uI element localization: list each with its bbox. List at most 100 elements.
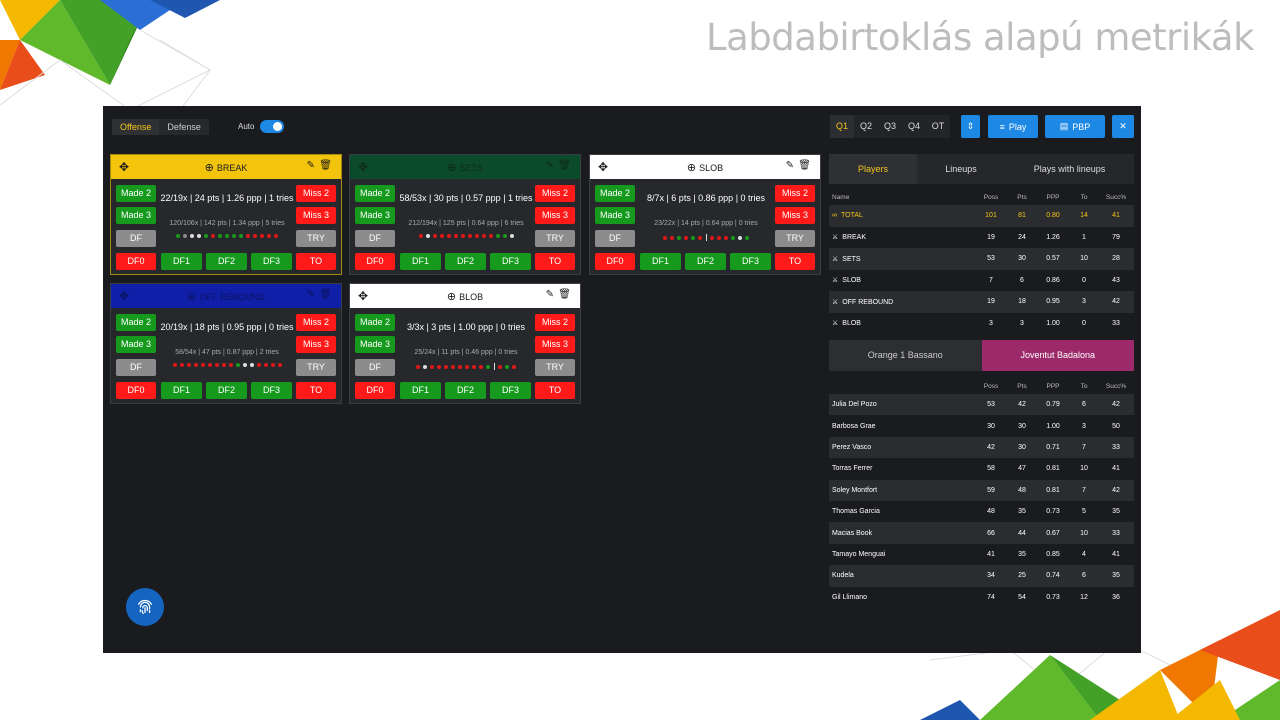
column-header[interactable]: Pts xyxy=(1017,382,1027,390)
miss-2-button[interactable]: Miss 2 xyxy=(296,185,336,202)
df1-button[interactable]: DF1 xyxy=(640,253,681,270)
delete-icon[interactable]: 🗑 xyxy=(558,160,571,171)
df3-button[interactable]: DF3 xyxy=(251,382,292,399)
column-header[interactable]: Pts xyxy=(1017,193,1027,201)
df3-button[interactable]: DF3 xyxy=(251,253,292,270)
df-button[interactable]: DF xyxy=(355,230,395,247)
edit-icon[interactable]: ✎ xyxy=(306,289,315,300)
made-2-button[interactable]: Made 2 xyxy=(116,185,156,202)
df2-button[interactable]: DF2 xyxy=(445,382,486,399)
column-header[interactable]: To xyxy=(1080,193,1088,201)
table-row[interactable]: Soley Montfort 59 48 0.81 7 42 xyxy=(829,479,1134,501)
df0-button[interactable]: DF0 xyxy=(595,253,635,270)
df2-button[interactable]: DF2 xyxy=(685,253,726,270)
table-row[interactable]: Barbosa Grae 30 30 1.00 3 50 xyxy=(829,415,1134,436)
quarter-q1[interactable]: Q1 xyxy=(830,115,854,138)
fingerprint-button[interactable] xyxy=(126,588,164,626)
df-button[interactable]: DF xyxy=(116,359,156,376)
miss-2-button[interactable]: Miss 2 xyxy=(535,314,575,331)
play-button[interactable]: ≡ Play xyxy=(988,115,1038,138)
table-row[interactable]: ⚔ SLOB 7 6 0.86 0 43 xyxy=(829,270,1134,292)
quarter-ot[interactable]: OT xyxy=(931,121,945,131)
df3-button[interactable]: DF3 xyxy=(490,382,531,399)
pbp-button[interactable]: ▤ PBP xyxy=(1045,115,1105,138)
df3-button[interactable]: DF3 xyxy=(730,253,771,270)
to-button[interactable]: TO xyxy=(535,253,575,270)
made-2-button[interactable]: Made 2 xyxy=(116,314,156,331)
table-row[interactable]: Julia Del Pozo 53 42 0.79 6 42 xyxy=(829,394,1134,416)
tab-defense[interactable]: Defense xyxy=(167,122,201,132)
df3-button[interactable]: DF3 xyxy=(490,253,531,270)
tab-plays-with-lineups[interactable]: Plays with lineups xyxy=(1033,164,1106,174)
delete-icon[interactable]: 🗑 xyxy=(558,289,571,300)
column-header[interactable]: Poss xyxy=(983,382,999,390)
try-button[interactable]: TRY xyxy=(535,359,575,376)
delete-icon[interactable]: 🗑 xyxy=(319,160,332,171)
df-button[interactable]: DF xyxy=(595,230,635,247)
table-row[interactable]: ⚔ BREAK 19 24 1.26 1 79 xyxy=(829,227,1134,249)
made-3-button[interactable]: Made 3 xyxy=(116,207,156,224)
made-3-button[interactable]: Made 3 xyxy=(595,207,635,224)
made-3-button[interactable]: Made 3 xyxy=(355,207,395,224)
df1-button[interactable]: DF1 xyxy=(400,253,441,270)
quarter-q3[interactable]: Q3 xyxy=(883,121,896,131)
miss-2-button[interactable]: Miss 2 xyxy=(296,314,336,331)
made-3-button[interactable]: Made 3 xyxy=(116,336,156,353)
miss-2-button[interactable]: Miss 2 xyxy=(775,185,815,202)
close-button[interactable]: ✕ xyxy=(1112,115,1134,138)
df0-button[interactable]: DF0 xyxy=(116,382,156,399)
df2-button[interactable]: DF2 xyxy=(206,253,247,270)
table-row[interactable]: ⚔ BLOB 3 3 1.00 0 33 xyxy=(829,313,1134,335)
df0-button[interactable]: DF0 xyxy=(355,253,395,270)
quarter-q4[interactable]: Q4 xyxy=(907,121,920,131)
miss-3-button[interactable]: Miss 3 xyxy=(775,207,815,224)
table-row[interactable]: Thomas Garcia 48 35 0.73 5 35 xyxy=(829,501,1134,522)
table-row[interactable]: Tamayo Menguai 41 35 0.85 4 41 xyxy=(829,544,1134,565)
table-row[interactable]: ⚔ OFF REBOUND 19 18 0.95 3 42 xyxy=(829,291,1134,313)
try-button[interactable]: TRY xyxy=(296,230,336,247)
move-icon[interactable]: ✥ xyxy=(598,160,609,174)
column-header[interactable]: PPP xyxy=(1046,193,1060,201)
team-away[interactable]: Joventut Badalona xyxy=(981,340,1134,371)
to-button[interactable]: TO xyxy=(535,382,575,399)
column-header[interactable]: To xyxy=(1080,382,1088,390)
move-icon[interactable]: ✥ xyxy=(119,289,130,303)
made-3-button[interactable]: Made 3 xyxy=(355,336,395,353)
table-row[interactable]: Macias Book 66 44 0.67 10 33 xyxy=(829,522,1134,544)
column-header[interactable]: Poss xyxy=(983,193,999,201)
df1-button[interactable]: DF1 xyxy=(400,382,441,399)
delete-icon[interactable]: 🗑 xyxy=(319,289,332,300)
edit-icon[interactable]: ✎ xyxy=(306,160,315,171)
made-2-button[interactable]: Made 2 xyxy=(355,314,395,331)
tab-lineups[interactable]: Lineups xyxy=(945,164,977,174)
try-button[interactable]: TRY xyxy=(775,230,815,247)
df0-button[interactable]: DF0 xyxy=(116,253,156,270)
df0-button[interactable]: DF0 xyxy=(355,382,395,399)
df2-button[interactable]: DF2 xyxy=(445,253,486,270)
quarter-q2[interactable]: Q2 xyxy=(859,121,872,131)
column-header[interactable]: Name xyxy=(832,193,850,201)
df-button[interactable]: DF xyxy=(355,359,395,376)
tab-players[interactable]: Players xyxy=(829,154,917,184)
move-icon[interactable]: ✥ xyxy=(358,289,369,303)
column-header[interactable]: PPP xyxy=(1046,382,1060,390)
table-row[interactable]: Kudela 34 25 0.74 6 35 xyxy=(829,565,1134,587)
table-row[interactable]: Gil Llimano 74 54 0.73 12 36 xyxy=(829,587,1134,608)
edit-icon[interactable]: ✎ xyxy=(545,160,554,171)
column-header[interactable] xyxy=(829,378,974,394)
made-2-button[interactable]: Made 2 xyxy=(355,185,395,202)
made-2-button[interactable]: Made 2 xyxy=(595,185,635,202)
column-header[interactable]: Succ% xyxy=(1105,193,1127,201)
table-row[interactable]: ⚔ SETS 53 30 0.57 10 28 xyxy=(829,248,1134,270)
df1-button[interactable]: DF1 xyxy=(161,382,202,399)
tab-offense[interactable]: Offense xyxy=(112,119,160,135)
auto-toggle[interactable] xyxy=(260,120,284,133)
df2-button[interactable]: DF2 xyxy=(206,382,247,399)
table-row[interactable]: ∞ TOTAL 101 81 0.80 14 41 xyxy=(829,205,1134,227)
to-button[interactable]: TO xyxy=(775,253,815,270)
try-button[interactable]: TRY xyxy=(296,359,336,376)
edit-icon[interactable]: ✎ xyxy=(785,160,794,171)
to-button[interactable]: TO xyxy=(296,253,336,270)
miss-3-button[interactable]: Miss 3 xyxy=(296,207,336,224)
move-icon[interactable]: ✥ xyxy=(358,160,369,174)
